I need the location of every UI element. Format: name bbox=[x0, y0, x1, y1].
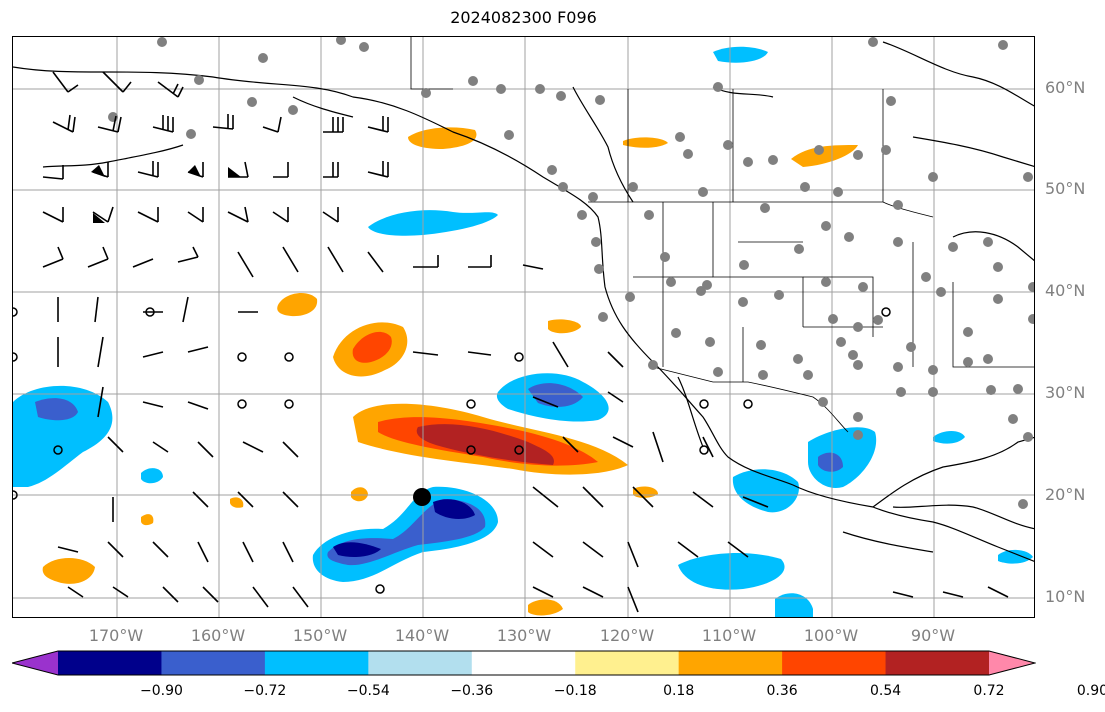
map-panel[interactable] bbox=[12, 36, 1035, 618]
graticule bbox=[13, 37, 1034, 617]
colorbar-segment bbox=[678, 651, 783, 675]
lat-label-40: 40°N bbox=[1045, 281, 1086, 300]
map-canvas bbox=[13, 37, 1034, 617]
lon-label-170: 170°W bbox=[88, 626, 144, 645]
lon-label-120: 120°W bbox=[599, 626, 655, 645]
wind-barb-flags bbox=[91, 165, 241, 223]
colorbar-segment bbox=[264, 651, 369, 675]
colorbar-segment bbox=[471, 651, 576, 675]
lon-label-160: 160°W bbox=[190, 626, 246, 645]
storm-center-marker bbox=[413, 488, 431, 506]
colorbar-tick-label: 0.54 bbox=[869, 683, 902, 699]
lon-label-150: 150°W bbox=[292, 626, 348, 645]
lat-label-50: 50°N bbox=[1045, 179, 1086, 198]
colorbar-extend-low bbox=[12, 651, 58, 675]
lat-label-60: 60°N bbox=[1045, 78, 1086, 97]
lat-label-20: 20°N bbox=[1045, 485, 1086, 504]
colorbar-segment bbox=[885, 651, 990, 675]
lat-label-10: 10°N bbox=[1045, 587, 1086, 606]
colorbar-tick-label: −0.36 bbox=[450, 683, 494, 699]
colorbar bbox=[12, 650, 1036, 676]
lon-label-110: 110°W bbox=[701, 626, 757, 645]
station-markers bbox=[108, 37, 1034, 509]
colorbar-tick-label: −0.72 bbox=[243, 683, 287, 699]
colorbar-tick-label: 0.36 bbox=[766, 683, 798, 699]
map-title: 2024082300 F096 bbox=[450, 8, 597, 27]
colorbar-segment bbox=[575, 651, 680, 675]
colorbar-tick-label: −0.90 bbox=[139, 683, 183, 699]
colorbar-segment bbox=[58, 651, 162, 675]
coastlines bbox=[13, 41, 1034, 562]
calm-markers bbox=[13, 307, 891, 594]
colorbar-tick-label: 0.90 bbox=[1076, 683, 1105, 699]
colorbar-tick-label: 0.18 bbox=[663, 683, 695, 699]
lon-label-130: 130°W bbox=[496, 626, 552, 645]
lon-label-140: 140°W bbox=[394, 626, 450, 645]
colorbar-segment bbox=[161, 651, 266, 675]
colorbar-segment bbox=[368, 651, 473, 675]
lon-label-90: 90°W bbox=[910, 626, 956, 645]
lat-label-30: 30°N bbox=[1045, 383, 1086, 402]
anomaly-shading bbox=[13, 46, 1033, 617]
colorbar-tick-label: −0.18 bbox=[553, 683, 597, 699]
colorbar-segment bbox=[782, 651, 887, 675]
lon-label-100: 100°W bbox=[803, 626, 859, 645]
colorbar-tick-label: −0.54 bbox=[346, 683, 390, 699]
colorbar-tick-label: 0.72 bbox=[973, 683, 1005, 699]
borders bbox=[410, 37, 1034, 433]
colorbar-extend-high bbox=[989, 651, 1035, 675]
